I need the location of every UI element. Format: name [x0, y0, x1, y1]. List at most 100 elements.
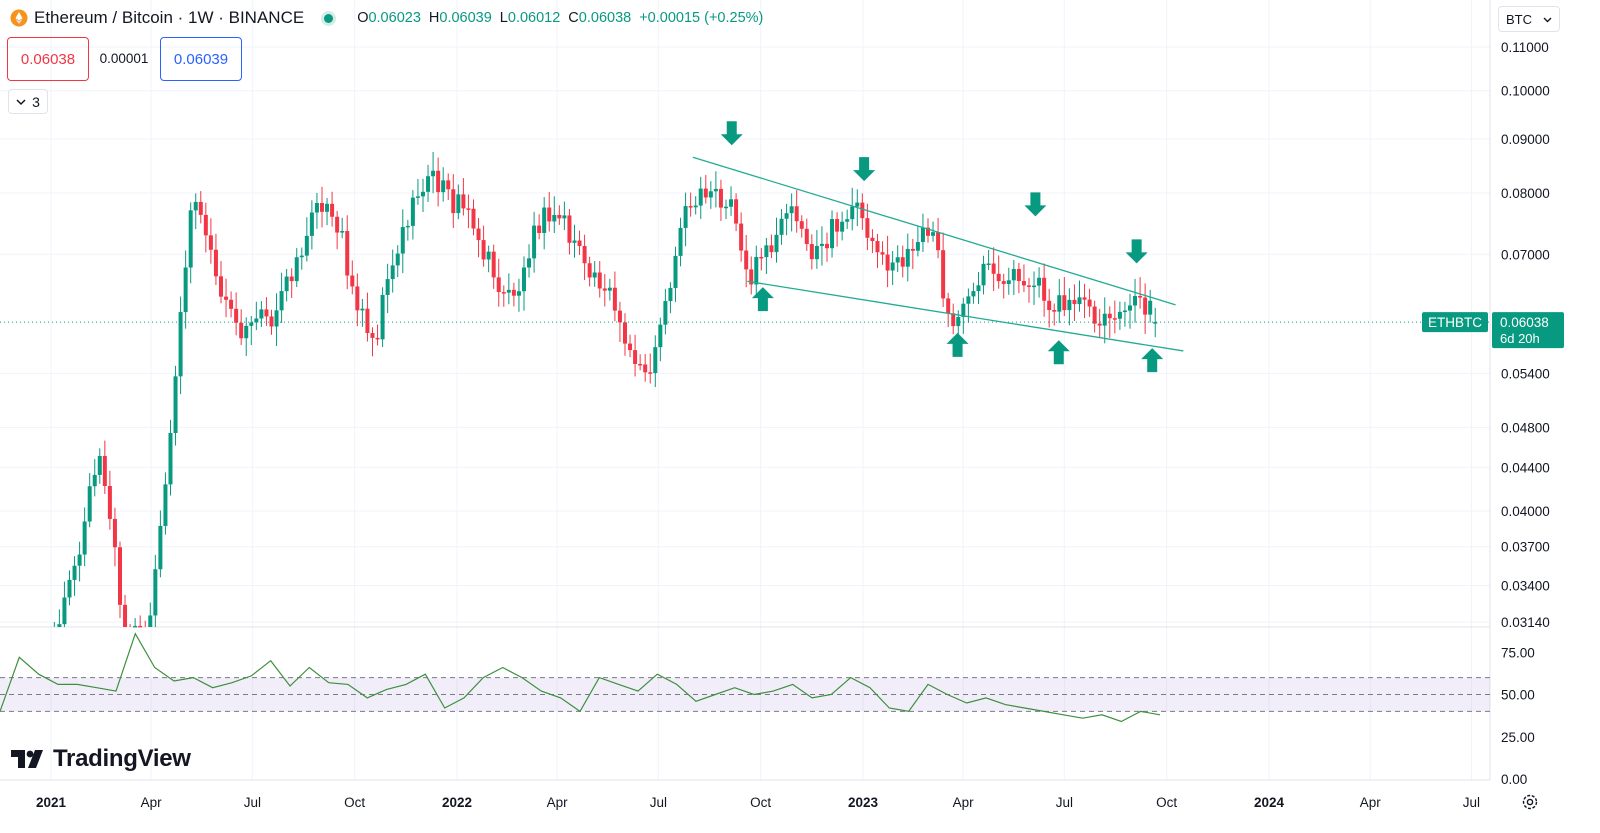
candle [340, 231, 345, 233]
candle [279, 291, 284, 311]
candle [668, 287, 673, 302]
candle [799, 221, 804, 229]
candle [703, 188, 708, 198]
candle [920, 227, 925, 243]
candle [683, 206, 688, 228]
candlestick-series [0, 152, 1490, 628]
candle [1087, 299, 1092, 307]
candle [855, 202, 860, 207]
candle [567, 215, 572, 243]
candle [345, 231, 350, 276]
candle [62, 597, 67, 625]
arrow-down-marker [720, 121, 743, 146]
candle [1057, 295, 1062, 312]
high-label: H [428, 10, 440, 26]
candle [163, 484, 168, 526]
candle [446, 180, 451, 190]
candle [420, 191, 425, 197]
candle [809, 244, 814, 260]
candle [102, 455, 107, 486]
rsi-axis-label: 0.00 [1501, 772, 1527, 787]
candle [890, 262, 895, 271]
candle [1148, 300, 1153, 315]
gear-icon[interactable] [1520, 792, 1540, 812]
tradingview-branding[interactable]: TradingView [11, 745, 191, 773]
candle [441, 180, 446, 193]
candle [1047, 300, 1052, 311]
candle [941, 250, 946, 299]
candle [274, 310, 279, 327]
change-value: +0.00015 (+0.25%) [639, 10, 764, 26]
market-status-icon[interactable] [324, 13, 334, 23]
candle [1092, 306, 1097, 324]
candle [97, 455, 102, 475]
symbol-tag-label: ETHBTC [1428, 315, 1482, 330]
tradingview-logo-icon [11, 750, 43, 768]
indicators-toggle-button[interactable]: 3 [8, 89, 48, 114]
candle [1001, 281, 1006, 284]
candle [511, 289, 516, 296]
candle [133, 625, 138, 628]
candle [612, 287, 617, 311]
close-value: 0.06038 [578, 10, 632, 26]
time-axis-label: Apr [141, 795, 163, 810]
candle [314, 202, 319, 213]
candle [112, 518, 117, 548]
rsi-line [0, 632, 1161, 723]
candle [77, 554, 82, 566]
candle [870, 237, 875, 242]
close-label: C [568, 10, 579, 26]
candle [643, 364, 648, 373]
candle [1138, 296, 1143, 298]
time-axis-label: 2021 [36, 795, 67, 810]
open-label: O [357, 10, 369, 26]
candle [875, 241, 880, 253]
candle [830, 219, 835, 249]
candle [506, 289, 511, 293]
candle [1011, 268, 1016, 281]
candle [824, 243, 829, 249]
candle [304, 235, 309, 256]
candle [183, 267, 188, 313]
price-axis-label: 0.04400 [1501, 460, 1550, 475]
candle [299, 255, 304, 258]
candle [910, 248, 915, 251]
candle [309, 212, 314, 236]
candle [249, 322, 254, 326]
chevron-down-icon [16, 98, 26, 105]
candle [360, 308, 365, 311]
buy-button[interactable]: 0.06039 [160, 37, 242, 81]
candle [350, 275, 355, 287]
candle [224, 296, 229, 300]
candle [173, 376, 178, 434]
candle [1117, 311, 1122, 319]
candle [153, 569, 158, 616]
candle [729, 199, 734, 207]
candle [905, 248, 910, 267]
open-value: 0.06023 [368, 10, 421, 26]
candle [168, 433, 173, 485]
time-axis-label: Jul [650, 795, 667, 810]
candle [1006, 280, 1011, 284]
candle [431, 170, 436, 177]
low-label: L [499, 10, 508, 26]
last-price-value: 0.06038 [1500, 315, 1549, 330]
candle [1052, 310, 1057, 312]
candle [1042, 277, 1047, 301]
candle [572, 240, 577, 243]
sell-button[interactable]: 0.06038 [7, 37, 89, 81]
candle [365, 308, 370, 334]
candle [1097, 323, 1102, 326]
currency-select[interactable]: BTC [1498, 6, 1560, 32]
spread-value: 0.00001 [99, 50, 149, 66]
price-axis-label: 0.03400 [1501, 579, 1550, 594]
candle [764, 245, 769, 258]
price-axis-label: 0.04000 [1501, 504, 1550, 519]
candle [1107, 313, 1112, 319]
candle [840, 221, 845, 232]
candle [319, 202, 324, 212]
symbol-title[interactable]: Ethereum / Bitcoin · 1W · BINANCE [34, 8, 305, 27]
candle [956, 317, 961, 327]
candle [895, 257, 900, 263]
